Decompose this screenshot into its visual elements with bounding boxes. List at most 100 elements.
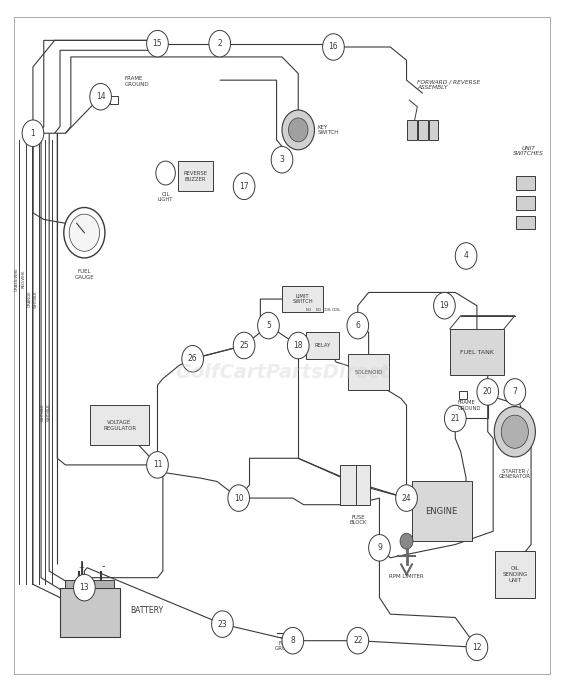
FancyBboxPatch shape — [306, 332, 339, 359]
Circle shape — [347, 627, 369, 654]
Text: STARTER /
GENERATOR: STARTER / GENERATOR — [499, 468, 531, 479]
Text: FRAME
GROUND: FRAME GROUND — [458, 400, 481, 410]
Text: NO: NO — [315, 308, 321, 312]
Text: 20: 20 — [483, 388, 492, 397]
FancyBboxPatch shape — [65, 580, 114, 587]
FancyBboxPatch shape — [110, 96, 118, 104]
Circle shape — [455, 243, 477, 269]
Text: 7: 7 — [512, 388, 517, 397]
Text: FRAME
GROUND: FRAME GROUND — [275, 641, 299, 652]
FancyBboxPatch shape — [450, 329, 504, 375]
Text: -: - — [102, 561, 105, 571]
FancyBboxPatch shape — [90, 405, 149, 445]
Text: 1: 1 — [30, 129, 36, 138]
Text: 8: 8 — [290, 636, 295, 645]
Circle shape — [347, 312, 369, 339]
Text: 25: 25 — [239, 341, 249, 350]
Text: LIMIT
SWITCH: LIMIT SWITCH — [292, 294, 313, 305]
FancyBboxPatch shape — [459, 391, 468, 399]
Circle shape — [466, 634, 488, 661]
Circle shape — [477, 379, 499, 405]
FancyBboxPatch shape — [340, 465, 356, 504]
Text: BATTERY: BATTERY — [130, 606, 164, 616]
Circle shape — [212, 611, 233, 637]
FancyBboxPatch shape — [516, 176, 535, 189]
FancyBboxPatch shape — [349, 354, 389, 390]
Text: 4: 4 — [464, 252, 469, 261]
Circle shape — [288, 332, 309, 359]
Circle shape — [282, 110, 315, 150]
Text: 2: 2 — [217, 39, 222, 48]
Text: 12: 12 — [472, 643, 482, 652]
Text: GolfCartPartsDirect: GolfCartPartsDirect — [175, 363, 389, 381]
Circle shape — [501, 415, 528, 448]
Text: 21: 21 — [451, 414, 460, 423]
Circle shape — [156, 161, 175, 185]
Circle shape — [396, 485, 417, 511]
Text: 10: 10 — [234, 493, 244, 502]
Text: 5: 5 — [266, 321, 271, 330]
Text: RPM LIMITER: RPM LIMITER — [389, 574, 424, 579]
Text: 15: 15 — [153, 39, 162, 48]
Circle shape — [323, 34, 344, 60]
Text: FRAME
GROUND: FRAME GROUND — [125, 76, 149, 87]
FancyBboxPatch shape — [418, 120, 428, 140]
Text: COIL: COIL — [323, 308, 332, 312]
Circle shape — [147, 30, 168, 57]
Text: FUEL TANK: FUEL TANK — [460, 350, 494, 354]
Circle shape — [369, 535, 390, 561]
Text: 9: 9 — [377, 543, 382, 552]
Circle shape — [504, 379, 526, 405]
Text: 6: 6 — [355, 321, 360, 330]
Text: UNIT
SWITCHES: UNIT SWITCHES — [513, 146, 544, 156]
FancyBboxPatch shape — [412, 482, 472, 541]
FancyBboxPatch shape — [407, 120, 417, 140]
FancyBboxPatch shape — [178, 162, 213, 191]
Text: 19: 19 — [439, 301, 450, 310]
Text: OIL
LIGHT: OIL LIGHT — [158, 191, 173, 202]
FancyBboxPatch shape — [516, 196, 535, 209]
FancyBboxPatch shape — [495, 551, 535, 598]
Text: FUEL
GAUGE: FUEL GAUGE — [74, 269, 94, 280]
Text: WHT/BLK: WHT/BLK — [41, 403, 45, 421]
Text: +: + — [79, 565, 85, 571]
FancyBboxPatch shape — [356, 465, 370, 504]
FancyBboxPatch shape — [429, 120, 438, 140]
Text: 13: 13 — [80, 583, 89, 592]
Circle shape — [209, 30, 231, 57]
Text: 16: 16 — [329, 42, 338, 52]
Text: NO: NO — [306, 308, 312, 312]
Text: REVERSE
BUZZER: REVERSE BUZZER — [183, 171, 208, 182]
Circle shape — [73, 574, 95, 601]
Circle shape — [233, 332, 255, 359]
Circle shape — [90, 84, 112, 110]
Text: 18: 18 — [293, 341, 303, 350]
Text: ENGINE: ENGINE — [426, 507, 458, 516]
Text: 22: 22 — [353, 636, 363, 645]
Circle shape — [289, 118, 308, 142]
Circle shape — [22, 120, 44, 146]
Circle shape — [228, 485, 249, 511]
FancyBboxPatch shape — [60, 587, 120, 637]
Text: COIL: COIL — [332, 308, 341, 312]
Text: KEY
SWITCH: KEY SWITCH — [317, 124, 338, 135]
Circle shape — [282, 627, 303, 654]
Text: RED/WHE: RED/WHE — [21, 270, 25, 288]
FancyBboxPatch shape — [282, 286, 323, 312]
Text: FORWARD / REVERSE
ASSEMBLY: FORWARD / REVERSE ASSEMBLY — [417, 79, 481, 90]
Text: GRASS/WHE: GRASS/WHE — [15, 267, 19, 291]
Text: RELAY: RELAY — [314, 343, 331, 348]
Text: WHT/BLK: WHT/BLK — [47, 403, 51, 421]
Circle shape — [64, 207, 105, 258]
Circle shape — [434, 292, 455, 319]
Circle shape — [400, 533, 413, 549]
Text: SOLENOID: SOLENOID — [354, 370, 383, 375]
Text: VOLTAGE
REGULATOR: VOLTAGE REGULATOR — [103, 419, 136, 430]
Text: 3: 3 — [280, 155, 284, 164]
Text: 26: 26 — [188, 354, 197, 363]
Circle shape — [258, 312, 279, 339]
Circle shape — [182, 346, 204, 372]
Text: 24: 24 — [402, 493, 411, 502]
Text: 23: 23 — [218, 620, 227, 629]
Text: 14: 14 — [96, 92, 105, 102]
